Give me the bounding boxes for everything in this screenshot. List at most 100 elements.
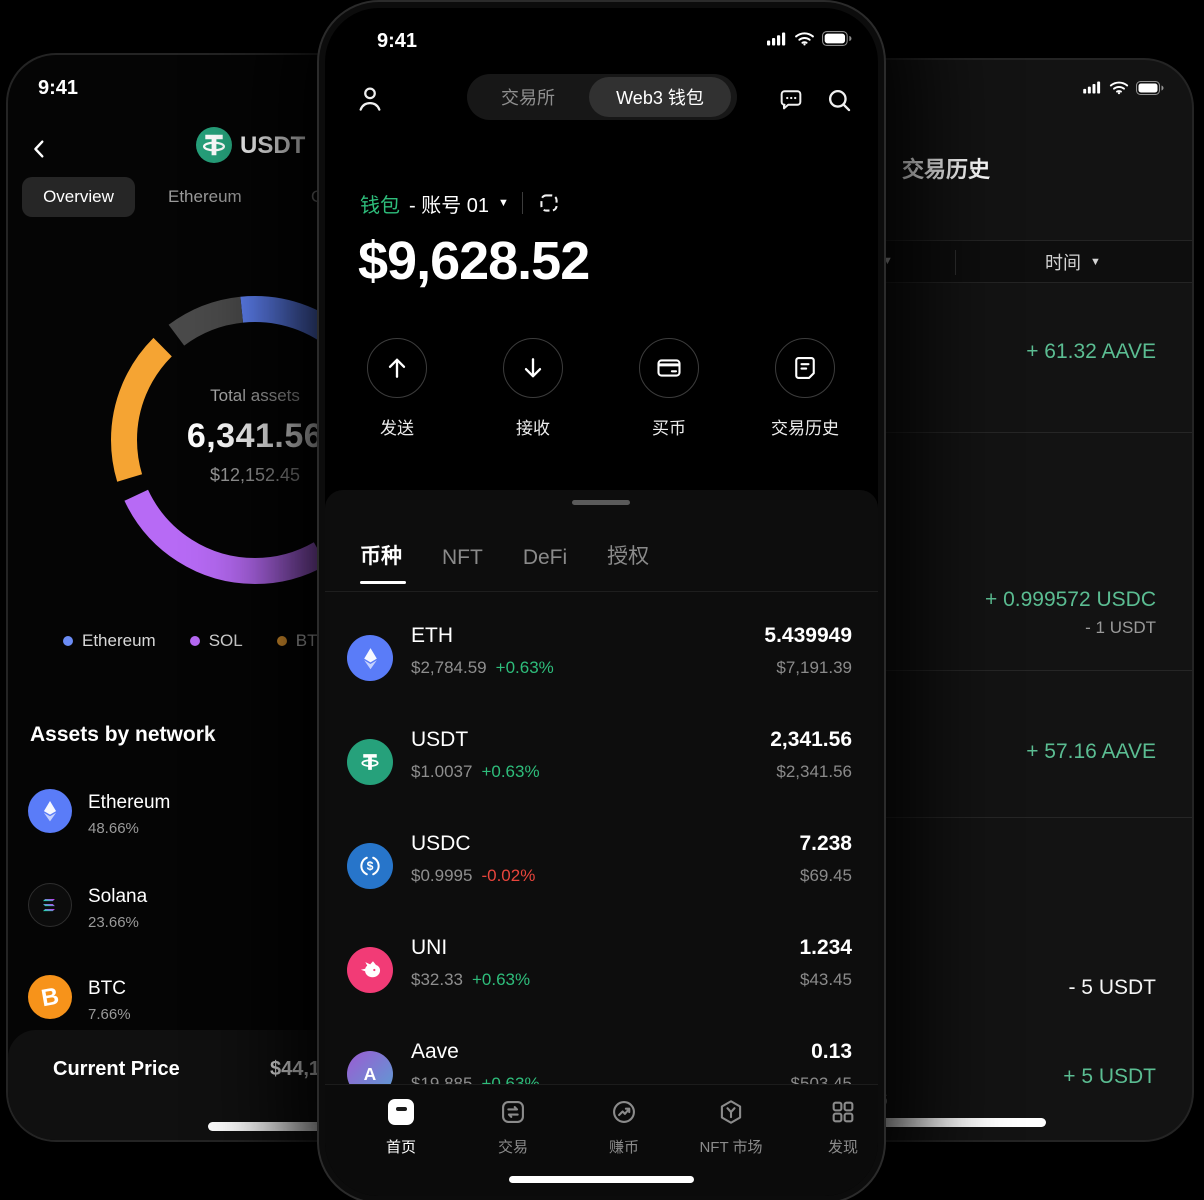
tab-nft[interactable]: NFT <box>442 546 483 569</box>
profile-icon[interactable] <box>355 84 385 114</box>
donut-total-value: 6,341.56 <box>186 417 324 455</box>
nft-hexagon-icon <box>683 1097 779 1127</box>
arrow-up-icon <box>367 338 427 398</box>
coin-amount: 2,341.56 <box>770 728 852 751</box>
total-balance: $9,628.52 <box>358 231 590 291</box>
donut-title: Total assets <box>210 386 300 405</box>
segment-web3-wallet[interactable]: Web3 钱包 <box>589 77 731 117</box>
home-icon <box>388 1099 414 1125</box>
legend-dot-sol <box>189 636 200 646</box>
time-filter-dropdown[interactable]: 时间 ▼ <box>1045 253 1101 273</box>
network-percent: 7.66% <box>88 1006 131 1023</box>
coin-row-usdt[interactable]: USDT $1.0037 +0.63% 2,341.56 $2,341.56 <box>325 710 878 814</box>
nav-item-home[interactable]: 首页 <box>353 1097 449 1157</box>
battery-icon <box>822 31 852 46</box>
action-buy-crypto[interactable]: 买币 <box>619 338 719 439</box>
wifi-icon <box>1109 80 1129 95</box>
status-time: 9:41 <box>38 77 79 99</box>
legend-item-btc: BTC <box>276 631 330 651</box>
scan-qr-icon[interactable] <box>536 190 562 216</box>
card-icon <box>639 338 699 398</box>
tx-amount[interactable]: + 61.32 AAVE <box>1026 340 1156 363</box>
network-name[interactable]: Solana <box>88 886 148 907</box>
network-name[interactable]: Ethereum <box>88 792 171 813</box>
coin-amount: 5.439949 <box>764 624 852 647</box>
network-name[interactable]: BTC <box>88 978 126 999</box>
action-send[interactable]: 发送 <box>347 338 447 439</box>
coin-row-eth[interactable]: ETH $2,784.59 +0.63% 5.439949 $7,191.39 <box>325 606 878 710</box>
coin-fiat-value: $2,341.56 <box>776 762 852 781</box>
coin-price: $32.33 <box>411 970 463 989</box>
coin-change: +0.63% <box>495 658 554 677</box>
coin-price: $2,784.59 <box>411 658 487 677</box>
exchange-wallet-segmented-control: 交易所 Web3 钱包 <box>467 74 737 120</box>
current-price-value: $44,12 <box>270 1058 332 1080</box>
current-price-label: Current Price <box>53 1058 180 1080</box>
tab-approvals[interactable]: 授权 <box>607 545 650 568</box>
donut-total-fiat: $12,152.45 <box>209 465 301 485</box>
svg-text:A: A <box>364 1064 377 1084</box>
donut-segment-btc <box>111 296 399 584</box>
search-icon[interactable] <box>825 86 853 114</box>
segment-exchange[interactable]: 交易所 <box>501 88 555 108</box>
donut-legend: Ethereum SOL BTC <box>63 631 330 651</box>
wallet-label: 钱包 <box>360 194 400 217</box>
coin-row-usdc[interactable]: $ USDC $0.9995 -0.02% 7.238 $69.45 <box>325 814 878 918</box>
tx-amount[interactable]: - 5 USDT <box>1068 976 1156 999</box>
back-chevron-icon[interactable] <box>28 133 52 165</box>
account-selector[interactable]: 钱包 - 账号 01 ▼ <box>360 188 562 218</box>
legend-dot-ethereum <box>63 636 73 646</box>
left-filter-caret-icon[interactable]: ▼ <box>882 255 893 267</box>
tab-overview[interactable]: Overview <box>22 177 135 217</box>
usdt-coin-icon <box>347 739 393 785</box>
page-title: USDT <box>240 132 306 159</box>
chevron-down-icon: ▼ <box>498 197 509 209</box>
coin-fiat-value: $69.45 <box>800 866 852 885</box>
coin-price: $1.0037 <box>411 762 473 781</box>
tx-amount[interactable]: + 57.16 AAVE <box>1026 740 1156 763</box>
coin-amount: 7.238 <box>799 832 852 855</box>
assets-bottom-sheet: 币种 NFT DeFi 授权 ETH $2,784.59 +0.63% 5.43… <box>325 490 878 1097</box>
page-title-transaction-history: 交易历史 <box>901 157 990 182</box>
btc-network-icon: B <box>28 975 72 1019</box>
divider <box>325 591 878 592</box>
tx-amount[interactable]: + 5 USDT <box>1063 1065 1156 1088</box>
tab-defi[interactable]: DeFi <box>522 546 568 569</box>
svg-text:$: $ <box>367 859 374 873</box>
nav-item-nft-market[interactable]: NFT 市场 <box>683 1097 779 1157</box>
discover-grid-icon <box>795 1097 878 1127</box>
tab-ethereum[interactable]: Ethereum <box>168 187 242 206</box>
chevron-down-icon: ▼ <box>1090 256 1101 268</box>
status-icons <box>1083 80 1164 95</box>
wifi-icon <box>794 31 815 46</box>
usdt-token-icon <box>196 127 232 163</box>
divider <box>700 432 1192 433</box>
action-transaction-history[interactable]: 交易历史 <box>755 338 855 439</box>
home-indicator[interactable] <box>846 1118 1046 1127</box>
ethereum-network-icon <box>28 789 72 833</box>
earn-trend-icon <box>576 1097 672 1127</box>
coin-amount: 0.13 <box>811 1040 852 1063</box>
divider <box>521 192 523 214</box>
chat-icon[interactable] <box>777 86 805 114</box>
center-phone-wallet-home: 9:41 交易所 Web3 钱包 钱包 - 账号 01 <box>325 8 878 1196</box>
action-receive[interactable]: 接收 <box>483 338 583 439</box>
uni-coin-icon <box>347 947 393 993</box>
nav-item-discover[interactable]: 发现 <box>795 1097 878 1157</box>
section-heading-assets-by-network: Assets by network <box>30 723 216 746</box>
coin-row-uni[interactable]: UNI $32.33 +0.63% 1.234 $43.45 <box>325 918 878 1022</box>
tx-sub-amount: - 1 USDT <box>1085 618 1156 637</box>
network-percent: 23.66% <box>88 914 139 931</box>
tab-overflow[interactable]: O <box>311 187 325 206</box>
drag-handle[interactable] <box>572 500 630 505</box>
divider <box>700 817 1192 818</box>
nav-item-trade[interactable]: 交易 <box>465 1097 561 1157</box>
nav-item-earn[interactable]: 赚币 <box>576 1097 672 1157</box>
donut-segment-sol <box>111 296 399 584</box>
tx-amount[interactable]: + 0.999572 USDC <box>984 588 1156 611</box>
tab-coins[interactable]: 币种 <box>360 540 406 584</box>
home-indicator[interactable] <box>208 1122 408 1131</box>
trade-swap-icon <box>465 1097 561 1127</box>
home-indicator[interactable] <box>509 1176 694 1183</box>
signal-icon <box>1083 81 1102 94</box>
